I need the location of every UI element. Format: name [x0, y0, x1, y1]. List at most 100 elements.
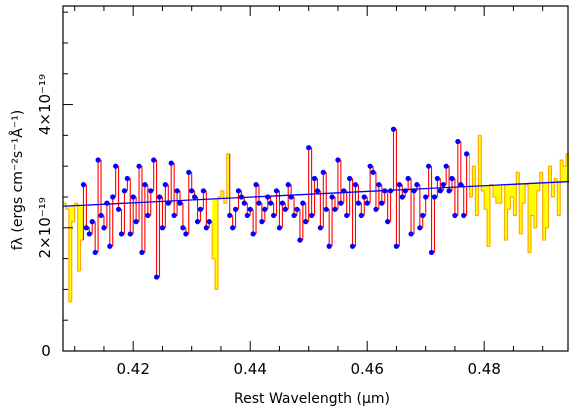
data-point [326, 243, 332, 249]
spectrum-step [100, 160, 104, 217]
data-point [379, 200, 385, 206]
data-point [180, 225, 186, 231]
data-point [323, 206, 329, 212]
data-point [437, 188, 443, 194]
data-point [443, 163, 449, 169]
spectrum-step [123, 190, 128, 234]
y-tick-label: 0 [41, 342, 51, 360]
data-point [142, 182, 148, 188]
data-point [189, 188, 195, 194]
spectrum-step [512, 196, 517, 217]
y-axis-title: fλ (ergs cm⁻²s⁻¹Å⁻¹) [9, 110, 26, 251]
data-point [101, 225, 107, 231]
data-point [402, 188, 408, 194]
data-point [390, 126, 397, 132]
data-point [349, 243, 356, 249]
data-point [241, 200, 247, 206]
data-point [130, 194, 136, 200]
data-point [434, 175, 440, 182]
data-point [426, 163, 432, 169]
data-point [314, 188, 321, 194]
data-point [417, 225, 423, 231]
data-point [297, 237, 303, 243]
spectrum-step [65, 203, 69, 210]
spectrum-step [515, 171, 520, 216]
data-point [227, 212, 233, 219]
data-point [136, 163, 142, 169]
data-point [449, 175, 455, 182]
spectrum-step [235, 208, 239, 228]
data-point [92, 249, 98, 256]
x-tick-label: 0.46 [350, 360, 383, 378]
data-point [399, 194, 405, 200]
data-point [311, 175, 318, 182]
spectrum-step [504, 184, 508, 241]
spectrum-step [539, 171, 543, 191]
spectrum-step [390, 190, 394, 222]
data-point [174, 188, 180, 194]
x-tick-label: 0.42 [116, 360, 149, 378]
data-point [461, 212, 467, 219]
data-point [265, 194, 271, 200]
data-point [393, 243, 400, 249]
data-point [95, 157, 101, 163]
data-point [133, 219, 139, 225]
spectrum-step [530, 214, 534, 253]
spectrum-step [217, 196, 221, 290]
data-point [385, 219, 391, 225]
data-point [364, 200, 370, 206]
data-point [186, 169, 192, 175]
data-point [335, 157, 341, 163]
y-tick-label: 2×10⁻¹⁹ [36, 197, 54, 258]
data-point [428, 249, 435, 256]
data-point [282, 206, 288, 212]
data-point [405, 175, 411, 182]
axes-layer [62, 5, 569, 352]
data-point [355, 200, 362, 206]
spectrum-step [545, 227, 549, 241]
spectrum-step [477, 134, 482, 216]
data-point [139, 249, 145, 256]
data-point [294, 206, 300, 212]
spectrum-step [489, 184, 493, 247]
spectrum-step [480, 135, 485, 192]
spectrum-step [527, 184, 531, 253]
data-point [230, 225, 236, 231]
spectrum-step [556, 178, 561, 217]
data-point [285, 182, 291, 188]
data-point [370, 169, 376, 175]
data-point [148, 188, 154, 194]
axis-labels-layer: 0.42 0.44 0.46 0.48 0 2×10⁻¹⁹ 4×10⁻¹⁹ Rest Wave… [9, 74, 501, 407]
spectrum-step [211, 221, 216, 260]
continuum-fit-layer [62, 180, 569, 207]
data-point [431, 194, 438, 200]
data-point [247, 206, 253, 212]
data-point [89, 219, 95, 225]
data-point [118, 231, 125, 237]
spectrum-step [77, 203, 81, 272]
data-point [446, 188, 452, 194]
data-point [382, 188, 388, 194]
spectrum-steps-layer [63, 128, 569, 303]
spectrum-step [68, 209, 72, 303]
spectrum-step [85, 184, 90, 229]
spectrum-step [536, 190, 540, 228]
spectrum-step [258, 184, 262, 204]
spectrum-step [553, 177, 558, 197]
plot-frame [62, 5, 569, 352]
spectrum-step [521, 202, 526, 234]
data-point [352, 182, 359, 188]
data-point [177, 200, 183, 206]
data-point [232, 206, 239, 212]
spectrum-step [214, 258, 219, 290]
spectrum-step [474, 166, 479, 217]
data-point [270, 212, 277, 219]
data-point [411, 188, 417, 194]
data-point [306, 145, 312, 151]
data-point [206, 219, 212, 225]
spectrum-step [74, 202, 78, 222]
data-point [452, 212, 458, 219]
data-point [107, 243, 113, 249]
data-point [238, 194, 245, 200]
data-point [183, 231, 189, 237]
